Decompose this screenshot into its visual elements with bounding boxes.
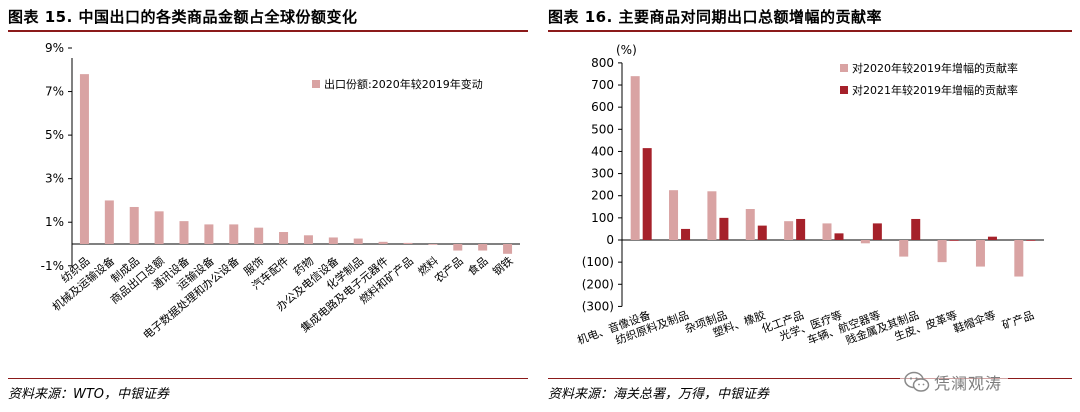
left-bar xyxy=(328,237,338,244)
left-y-tick-label: 5% xyxy=(45,128,64,142)
left-bar xyxy=(303,235,313,244)
left-legend-label: 出口份额:2020年较2019年变动 xyxy=(324,77,483,91)
left-bar xyxy=(229,224,239,244)
left-bar xyxy=(254,227,264,244)
left-bar xyxy=(503,244,513,254)
left-y-tick-label: -1% xyxy=(41,259,64,273)
left-bar xyxy=(154,211,164,244)
left-chart-title: 图表 15. 中国出口的各类商品金额占全球份额变化 xyxy=(8,8,358,26)
right-bar-y2021 xyxy=(987,236,997,240)
right-y-tick-label: 600 xyxy=(591,100,614,114)
right-bar-y2021 xyxy=(949,240,959,241)
left-bar xyxy=(179,221,189,244)
watermark: 凭澜观涛 xyxy=(900,368,1009,396)
right-legend-swatch xyxy=(840,86,848,94)
left-bar xyxy=(204,224,214,244)
left-bar xyxy=(129,206,139,244)
right-bar-y2020 xyxy=(899,240,909,257)
right-bar-y2020 xyxy=(784,221,794,240)
right-legend-label: 对2021年较2019年增幅的贡献率 xyxy=(852,83,1018,97)
right-y-tick-label: 700 xyxy=(591,78,614,92)
left-category-label: 钢铁 xyxy=(490,254,515,278)
right-y-tick-label: (100) xyxy=(582,255,614,269)
right-y-tick-label: (200) xyxy=(582,277,614,291)
left-y-tick-label: 1% xyxy=(45,215,64,229)
right-y-tick-label: 200 xyxy=(591,189,614,203)
right-y-axis-unit: (%) xyxy=(616,43,637,57)
right-bar-y2020 xyxy=(707,191,717,240)
right-title-rule xyxy=(548,30,1072,32)
right-legend-swatch xyxy=(840,64,848,72)
left-bar xyxy=(378,241,388,244)
left-bar xyxy=(403,242,413,244)
right-legend-label: 对2020年较2019年增幅的贡献率 xyxy=(852,61,1018,75)
right-bar-y2020 xyxy=(975,240,985,267)
right-category-label: 矿产品 xyxy=(1000,308,1036,332)
right-source-rule xyxy=(548,378,1072,379)
right-y-tick-label: 300 xyxy=(591,167,614,181)
right-bar-y2020 xyxy=(937,240,947,263)
right-bar-y2021 xyxy=(834,233,844,240)
left-legend-swatch xyxy=(312,80,320,88)
watermark-text: 凭澜观涛 xyxy=(934,374,1003,393)
left-bar xyxy=(428,244,438,245)
right-bar-y2020 xyxy=(745,209,755,240)
right-source-note: 资料来源：海关总署，万得，中银证券 xyxy=(548,387,770,402)
right-bar-y2021 xyxy=(681,228,691,240)
right-bar-y2020 xyxy=(630,76,640,240)
right-bar-y2021 xyxy=(796,218,806,240)
right-chart-title: 图表 16. 主要商品对同期出口总额增幅的贡献率 xyxy=(548,8,883,26)
left-category-label: 农产品 xyxy=(431,254,465,286)
right-y-tick-label: 800 xyxy=(591,56,614,70)
right-y-tick-label: 0 xyxy=(606,233,614,247)
left-y-tick-label: 3% xyxy=(45,172,64,186)
left-bar xyxy=(104,200,114,244)
right-category-label: 鞋帽伞等 xyxy=(951,308,997,336)
left-bar xyxy=(79,74,89,244)
right-bar-y2020 xyxy=(860,240,870,244)
left-bar xyxy=(353,238,363,244)
right-bar-y2021 xyxy=(1026,240,1036,241)
left-source-note: 资料来源：WTO，中银证券 xyxy=(8,387,170,402)
left-y-tick-label: 7% xyxy=(45,85,64,99)
left-category-label: 食品 xyxy=(465,254,491,279)
right-y-tick-label: 500 xyxy=(591,122,614,136)
left-title-rule xyxy=(8,30,528,32)
right-bar-y2021 xyxy=(642,148,652,240)
right-bar-y2021 xyxy=(719,217,729,240)
right-bar-y2021 xyxy=(911,218,921,240)
right-y-tick-label: 400 xyxy=(591,144,614,158)
right-y-tick-label: (300) xyxy=(582,299,614,313)
wechat-icon xyxy=(904,371,930,392)
right-bar-y2020 xyxy=(822,223,832,240)
left-source-rule xyxy=(8,378,528,379)
left-y-tick-label: 9% xyxy=(45,41,64,55)
right-bar-y2020 xyxy=(1014,240,1024,277)
right-bar-y2021 xyxy=(872,223,882,240)
right-bar-y2021 xyxy=(757,225,767,240)
left-bar xyxy=(478,244,488,251)
right-bar-y2020 xyxy=(669,190,679,240)
left-bar xyxy=(279,232,289,244)
left-bar xyxy=(453,244,463,251)
right-y-tick-label: 100 xyxy=(591,211,614,225)
